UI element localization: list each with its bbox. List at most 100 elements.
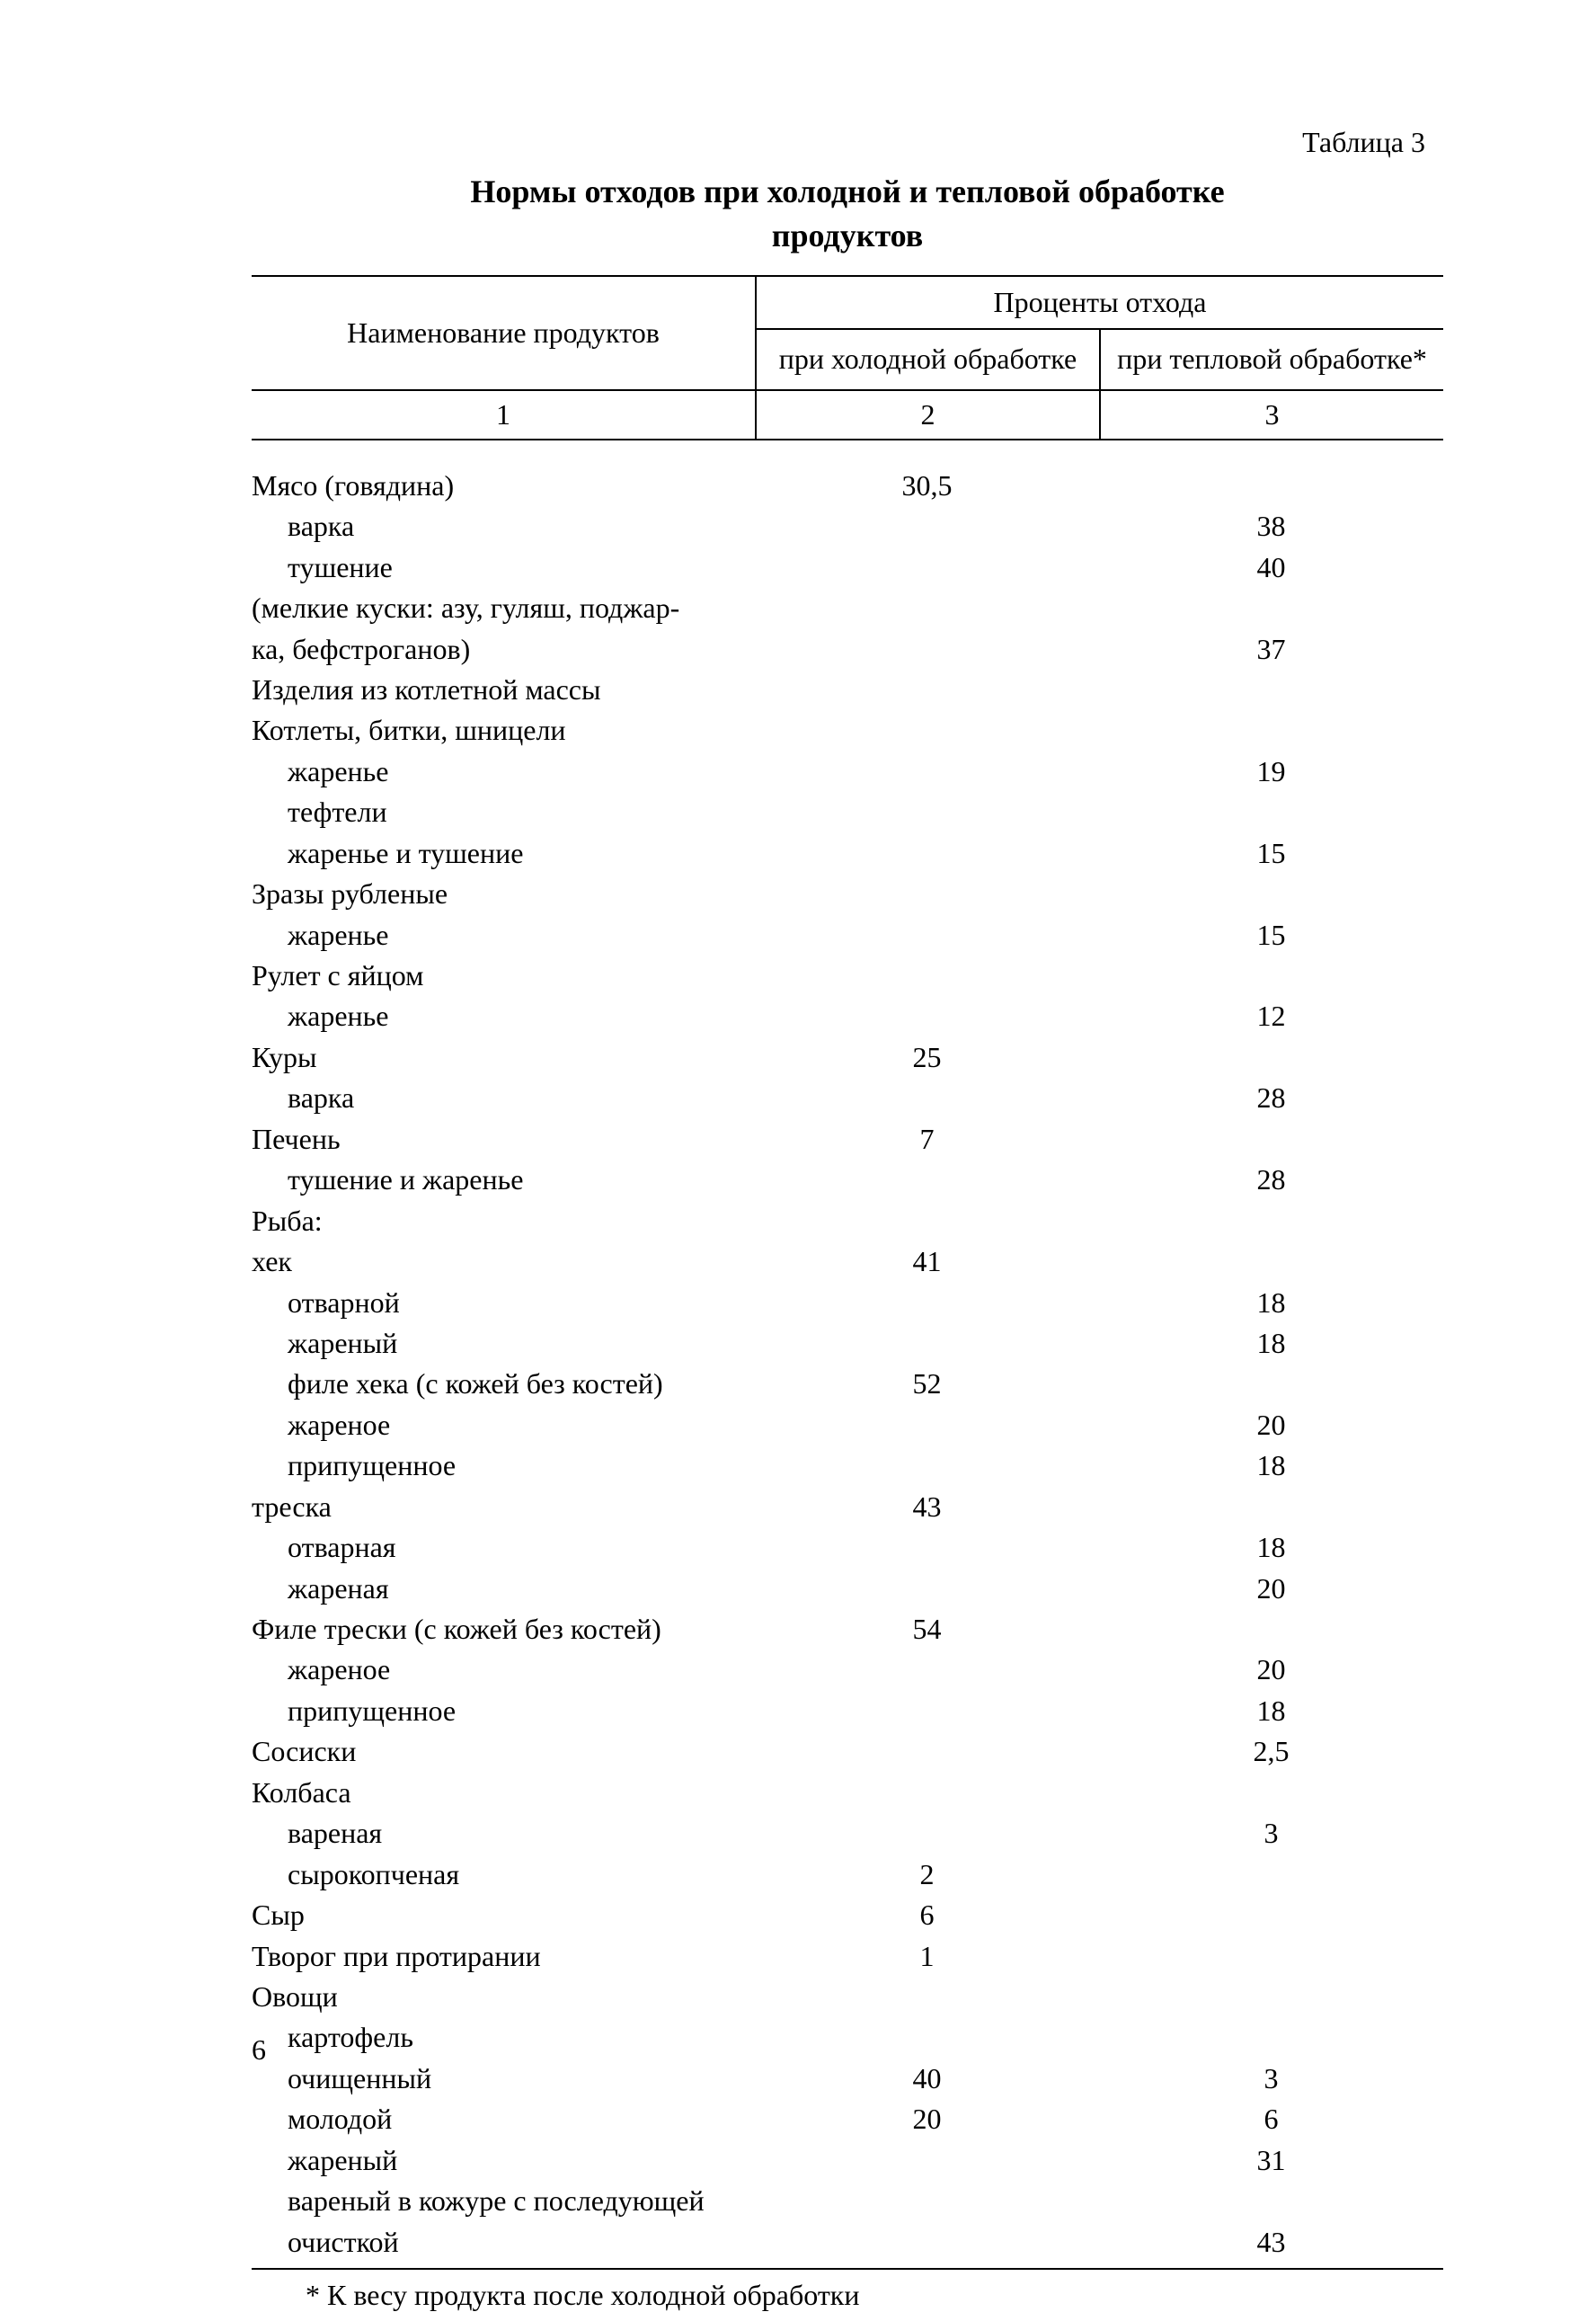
table-body: Мясо (говядина)30,5варка38тушение40(мелк…	[252, 440, 1443, 2263]
row-name: жаренье и тушение	[252, 833, 755, 874]
row-name: варка	[252, 1078, 755, 1118]
table-row: ка, бефстроганов)37	[252, 629, 1443, 670]
row-col3: 15	[1099, 833, 1443, 874]
row-name: очищенный	[252, 2059, 755, 2099]
table-row: припущенное18	[252, 1691, 1443, 1731]
row-name: жаренье	[252, 996, 755, 1036]
table-row: Куры25	[252, 1037, 1443, 1078]
row-name: Изделия из котлетной массы	[252, 670, 755, 710]
row-col3	[1099, 1201, 1443, 1241]
row-col2	[755, 710, 1099, 751]
row-col2	[755, 1527, 1099, 1568]
header-col2: при холодной обработке	[757, 330, 1099, 389]
row-col3: 40	[1099, 547, 1443, 588]
table-row: тушение и жаренье 28	[252, 1160, 1443, 1200]
row-col2: 20	[755, 2099, 1099, 2139]
row-col2: 41	[755, 1241, 1099, 1282]
row-name: Сыр	[252, 1895, 755, 1935]
row-name: Сосиски	[252, 1731, 755, 1772]
row-name: треска	[252, 1487, 755, 1527]
table-row: Сосиски2,5	[252, 1731, 1443, 1772]
row-col3	[1099, 1936, 1443, 1977]
row-col3: 28	[1099, 1160, 1443, 1200]
row-name: тушение и жаренье	[252, 1160, 755, 1200]
table-row: молодой206	[252, 2099, 1443, 2139]
row-col2	[755, 1405, 1099, 1445]
row-col3	[1099, 466, 1443, 506]
row-col3: 18	[1099, 1691, 1443, 1731]
row-col2	[755, 2140, 1099, 2181]
row-col2	[755, 2222, 1099, 2263]
row-col3	[1099, 2017, 1443, 2058]
row-name: жареное	[252, 1405, 755, 1445]
row-col3	[1099, 1241, 1443, 1282]
row-name: Куры	[252, 1037, 755, 1078]
row-col2	[755, 1731, 1099, 1772]
row-col2	[755, 874, 1099, 914]
row-col3	[1099, 874, 1443, 914]
row-col2	[755, 792, 1099, 832]
row-name: картофель	[252, 2017, 755, 2058]
row-col2: 7	[755, 1119, 1099, 1160]
row-col2: 25	[755, 1037, 1099, 1078]
row-col2	[755, 1813, 1099, 1854]
row-name: (мелкие куски: азу, гуляш, поджар-	[252, 588, 755, 628]
row-col2	[755, 1977, 1099, 2017]
footnote: * К весу продукта после холодной обработ…	[252, 2270, 1443, 2312]
row-col2	[755, 751, 1099, 792]
row-name: тушение	[252, 547, 755, 588]
row-name: припущенное	[252, 1445, 755, 1486]
row-name: тефтели	[252, 792, 755, 832]
row-col3: 19	[1099, 751, 1443, 792]
row-col2	[755, 547, 1099, 588]
page-title: Нормы отходов при холодной и тепловой об…	[252, 170, 1443, 257]
row-col3	[1099, 1119, 1443, 1160]
table-row: Мясо (говядина)30,5	[252, 466, 1443, 506]
page-number: 6	[252, 2033, 266, 2067]
table-row: Филе трески (с кожей без костей)54	[252, 1609, 1443, 1650]
table-row: вареная3	[252, 1813, 1443, 1854]
row-name: жареный	[252, 2140, 755, 2181]
table-row: вареный в кожуре с последующей	[252, 2181, 1443, 2221]
row-col3: 6	[1099, 2099, 1443, 2139]
row-col2: 40	[755, 2059, 1099, 2099]
table-row: жареная20	[252, 1569, 1443, 1609]
table-row: отварной18	[252, 1283, 1443, 1323]
row-col2: 6	[755, 1895, 1099, 1935]
table-row: Котлеты, битки, шницели	[252, 710, 1443, 751]
row-col3	[1099, 670, 1443, 710]
row-col2: 54	[755, 1609, 1099, 1650]
row-col2	[755, 833, 1099, 874]
row-col3	[1099, 710, 1443, 751]
table-row: жаренье 19	[252, 751, 1443, 792]
row-col3: 20	[1099, 1405, 1443, 1445]
row-col2	[755, 1201, 1099, 1241]
row-col2	[755, 2017, 1099, 2058]
table-row: Сыр6	[252, 1895, 1443, 1935]
row-name: филе хека (с кожей без костей)	[252, 1364, 755, 1404]
row-col3	[1099, 1487, 1443, 1527]
table-row: Рулет с яйцом	[252, 956, 1443, 996]
header-col3: при тепловой обработке*	[1099, 330, 1443, 389]
row-name: ка, бефстроганов)	[252, 629, 755, 670]
table-row: жареное 20	[252, 1405, 1443, 1445]
header-number-row: 1 2 3	[252, 389, 1443, 440]
table-row: Зразы рубленые	[252, 874, 1443, 914]
row-col3	[1099, 1773, 1443, 1813]
title-line2: продуктов	[772, 218, 923, 253]
table-row: жаренье и тушение 15	[252, 833, 1443, 874]
header-num1: 1	[252, 391, 755, 439]
table-row: сырокопченая2	[252, 1854, 1443, 1895]
table-label: Таблица 3	[252, 126, 1443, 159]
table-row: филе хека (с кожей без костей)52	[252, 1364, 1443, 1404]
row-col2	[755, 1773, 1099, 1813]
row-col3	[1099, 1364, 1443, 1404]
row-name: жаренье	[252, 751, 755, 792]
row-col3: 18	[1099, 1527, 1443, 1568]
table-row: Овощи	[252, 1977, 1443, 2017]
header-col-right-title: Проценты отхода	[757, 277, 1443, 330]
title-line1: Нормы отходов при холодной и тепловой об…	[470, 173, 1224, 209]
row-col3	[1099, 1854, 1443, 1895]
table-row: очисткой43	[252, 2222, 1443, 2263]
table-row: тефтели	[252, 792, 1443, 832]
